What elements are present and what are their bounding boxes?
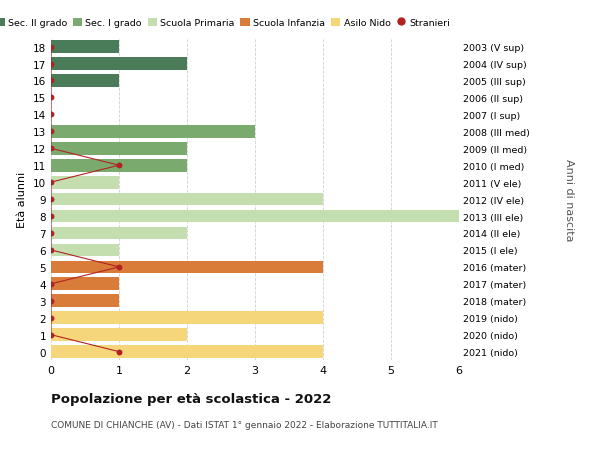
Point	[46, 280, 56, 288]
Bar	[51, 261, 323, 274]
Point	[46, 129, 56, 136]
Point	[46, 61, 56, 68]
Bar	[51, 210, 459, 223]
Bar	[51, 295, 119, 308]
Point	[46, 196, 56, 203]
Bar	[51, 278, 119, 291]
Legend: Sec. II grado, Sec. I grado, Scuola Primaria, Scuola Infanzia, Asilo Nido, Stran: Sec. II grado, Sec. I grado, Scuola Prim…	[0, 19, 449, 28]
Bar	[51, 227, 187, 240]
Point	[46, 78, 56, 85]
Bar	[51, 75, 119, 88]
Point	[46, 179, 56, 186]
Point	[46, 145, 56, 152]
Point	[46, 230, 56, 237]
Bar	[51, 126, 255, 138]
Point	[46, 247, 56, 254]
Point	[46, 112, 56, 119]
Point	[46, 213, 56, 220]
Text: Anni di nascita: Anni di nascita	[564, 158, 574, 241]
Y-axis label: Età alunni: Età alunni	[17, 172, 28, 228]
Point	[46, 95, 56, 102]
Point	[46, 314, 56, 322]
Bar	[51, 159, 187, 172]
Point	[46, 297, 56, 305]
Point	[114, 263, 124, 271]
Point	[114, 348, 124, 356]
Text: Popolazione per età scolastica - 2022: Popolazione per età scolastica - 2022	[51, 392, 331, 405]
Point	[114, 162, 124, 169]
Bar	[51, 41, 119, 54]
Bar	[51, 176, 119, 189]
Point	[46, 44, 56, 51]
Point	[46, 331, 56, 339]
Bar	[51, 143, 187, 155]
Bar	[51, 58, 187, 71]
Bar	[51, 346, 323, 358]
Bar	[51, 312, 323, 325]
Bar	[51, 329, 187, 341]
Bar	[51, 193, 323, 206]
Bar	[51, 244, 119, 257]
Text: COMUNE DI CHIANCHE (AV) - Dati ISTAT 1° gennaio 2022 - Elaborazione TUTTITALIA.I: COMUNE DI CHIANCHE (AV) - Dati ISTAT 1° …	[51, 420, 438, 429]
